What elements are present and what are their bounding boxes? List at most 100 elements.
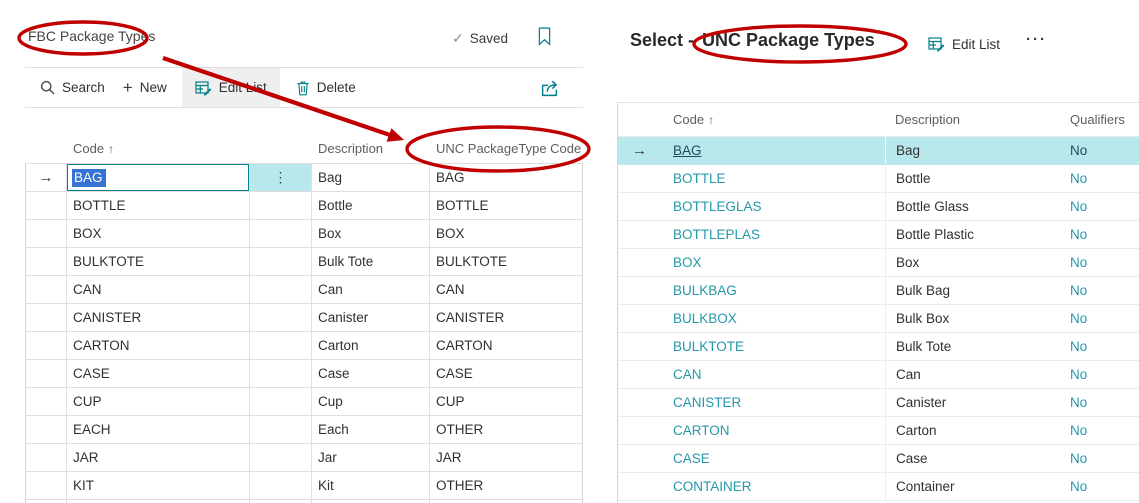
qualifiers-cell[interactable]: No — [1070, 423, 1088, 438]
row-selector-cell[interactable] — [618, 221, 661, 248]
code-link[interactable]: CAN — [673, 367, 702, 382]
list-item[interactable]: BOTTLE Bottle No — [618, 165, 1139, 193]
code-link[interactable]: BOTTLE — [673, 171, 726, 186]
share-button[interactable] — [539, 78, 561, 97]
row-selector-cell[interactable] — [618, 361, 661, 388]
code-cell[interactable]: EACH — [67, 416, 250, 443]
qualifiers-cell[interactable]: No — [1070, 199, 1088, 214]
row-selector-cell[interactable] — [618, 445, 661, 472]
row-selector-cell[interactable] — [26, 472, 67, 499]
description-cell[interactable]: Can — [312, 276, 430, 303]
description-cell[interactable]: Bulk Tote — [885, 333, 1050, 360]
description-cell[interactable]: Bag — [312, 164, 430, 191]
column-header-qualifiers[interactable]: Qualifiers — [1070, 112, 1125, 127]
row-selector-cell[interactable] — [26, 388, 67, 415]
row-selector-cell[interactable] — [26, 276, 67, 303]
code-link[interactable]: BULKBOX — [673, 311, 737, 326]
description-cell[interactable]: Bottle — [312, 192, 430, 219]
code-cell[interactable]: BOTTLE — [67, 192, 250, 219]
code-cell[interactable]: CANISTER — [67, 304, 250, 331]
code-link[interactable]: CANISTER — [673, 395, 742, 410]
list-item[interactable]: CANISTER Canister No — [618, 389, 1139, 417]
description-cell[interactable]: Canister — [312, 304, 430, 331]
unc-code-cell[interactable]: CUP — [436, 394, 465, 409]
unc-code-cell[interactable]: CASE — [436, 366, 473, 381]
list-item[interactable]: BOX Box No — [618, 249, 1139, 277]
edit-list-button[interactable]: Edit List — [181, 68, 280, 107]
list-item[interactable]: CASE Case No — [618, 445, 1139, 473]
unc-code-cell[interactable]: CAN — [436, 282, 465, 297]
code-cell[interactable]: CUP — [67, 388, 250, 415]
description-cell[interactable]: Bulk Bag — [885, 277, 1050, 304]
description-cell[interactable]: Carton — [885, 417, 1050, 444]
description-cell[interactable]: Cup — [312, 388, 430, 415]
row-selector-cell[interactable] — [618, 193, 661, 220]
focused-cell-editor[interactable]: BAG — [67, 164, 249, 191]
table-row[interactable]: KIT Kit OTHER — [26, 471, 582, 499]
row-menu-cell[interactable] — [250, 248, 312, 275]
description-cell[interactable]: Kit — [312, 472, 430, 499]
row-menu-cell[interactable] — [250, 192, 312, 219]
list-item[interactable]: CONTAINER Container No — [618, 473, 1139, 501]
row-selector-cell[interactable] — [26, 192, 67, 219]
qualifiers-cell[interactable]: No — [1070, 451, 1088, 466]
row-menu-cell[interactable] — [250, 276, 312, 303]
code-link[interactable]: CONTAINER — [673, 479, 752, 494]
code-cell[interactable]: JAR — [67, 444, 250, 471]
unc-code-cell[interactable]: JAR — [436, 450, 462, 465]
row-menu-cell[interactable] — [250, 332, 312, 359]
list-item[interactable]: BOTTLEGLAS Bottle Glass No — [618, 193, 1139, 221]
row-menu-cell[interactable] — [250, 220, 312, 247]
row-selector-cell[interactable] — [26, 444, 67, 471]
code-link[interactable]: BOX — [673, 255, 702, 270]
row-menu-cell[interactable] — [250, 416, 312, 443]
description-cell[interactable]: Jar — [312, 444, 430, 471]
row-selector-cell[interactable] — [618, 473, 661, 500]
qualifiers-cell[interactable]: No — [1070, 227, 1088, 242]
qualifiers-cell[interactable]: No — [1070, 395, 1088, 410]
row-selector-cell[interactable] — [26, 416, 67, 443]
table-row[interactable]: CANISTER Canister CANISTER — [26, 303, 582, 331]
edit-list-button-right[interactable]: Edit List — [928, 36, 1000, 52]
description-cell[interactable]: Box — [312, 220, 430, 247]
bookmark-button[interactable] — [538, 27, 551, 46]
row-menu-cell[interactable] — [250, 360, 312, 387]
row-selector-cell[interactable] — [618, 249, 661, 276]
description-cell[interactable]: Bulk Box — [885, 305, 1050, 332]
delete-button[interactable]: Delete — [287, 68, 365, 107]
qualifiers-cell[interactable]: No — [1070, 283, 1088, 298]
list-item[interactable]: BULKBAG Bulk Bag No — [618, 277, 1139, 305]
qualifiers-cell[interactable]: No — [1070, 255, 1088, 270]
more-options-button[interactable]: ··· — [1026, 31, 1047, 48]
table-row[interactable]: CAN Can CAN — [26, 275, 582, 303]
description-cell[interactable]: Bottle Glass — [885, 193, 1050, 220]
table-row[interactable]: CUP Cup CUP — [26, 387, 582, 415]
unc-code-cell[interactable]: BOTTLE — [436, 198, 489, 213]
description-cell[interactable]: Can — [885, 361, 1050, 388]
code-cell[interactable]: CAN — [67, 276, 250, 303]
code-cell[interactable]: BAG — [67, 164, 250, 191]
description-cell[interactable]: Bottle Plastic — [885, 221, 1050, 248]
row-selector-cell[interactable] — [618, 165, 661, 192]
row-selector-cell[interactable] — [26, 332, 67, 359]
row-selector-cell[interactable] — [618, 277, 661, 304]
code-link[interactable]: BOTTLEPLAS — [673, 227, 761, 242]
description-cell[interactable]: Box — [885, 249, 1050, 276]
table-row[interactable]: BOTTLE Bottle BOTTLE — [26, 191, 582, 219]
row-selector-cell[interactable] — [618, 333, 661, 360]
list-item-selected[interactable]: → BAG Bag No — [618, 137, 1139, 165]
unc-code-cell[interactable]: OTHER — [436, 422, 484, 437]
qualifiers-cell[interactable]: No — [1070, 479, 1088, 494]
table-row[interactable]: BOX Box BOX — [26, 219, 582, 247]
code-link[interactable]: BOTTLEGLAS — [673, 199, 762, 214]
description-cell[interactable]: Canister — [885, 389, 1050, 416]
row-selector-cell[interactable] — [26, 360, 67, 387]
column-header-code[interactable]: Code ↑ — [73, 140, 115, 156]
row-selector-cell[interactable] — [618, 417, 661, 444]
code-link[interactable]: CARTON — [673, 423, 730, 438]
row-menu-cell[interactable] — [250, 388, 312, 415]
unc-code-cell[interactable]: BULKTOTE — [436, 254, 508, 269]
unc-code-cell[interactable]: CANISTER — [436, 310, 505, 325]
description-cell[interactable]: Container — [885, 473, 1050, 500]
code-cell[interactable]: BULKTOTE — [67, 248, 250, 275]
